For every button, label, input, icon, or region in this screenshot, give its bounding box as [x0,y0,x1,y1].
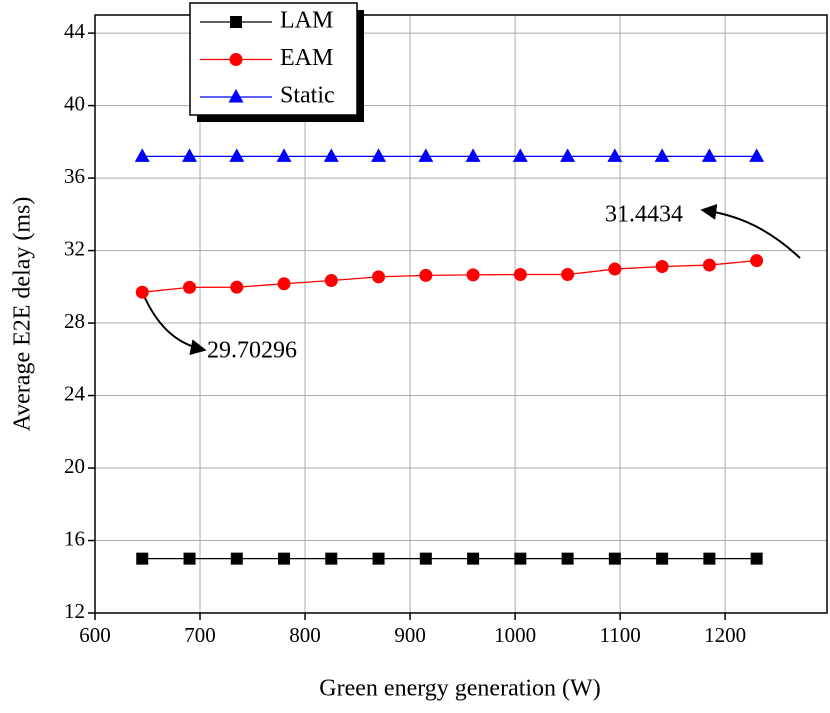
marker [750,254,764,268]
marker [561,267,575,281]
x-axis-label: Green energy generation (W) [319,676,600,702]
y-tick-label: 36 [64,164,85,188]
marker [135,285,149,299]
y-tick-label: 20 [64,454,85,478]
marker [750,552,763,565]
marker [323,148,339,162]
marker [465,148,481,162]
x-tick-label: 1000 [494,623,536,647]
annotation-arrow [700,203,801,259]
annotation: 31.4434 [605,202,683,228]
x-tick-label: 900 [394,623,426,647]
marker [467,552,480,565]
marker [513,267,527,281]
legend-label: LAM [280,8,333,34]
x-tick-label: 800 [289,623,321,647]
marker [230,280,244,294]
marker [702,258,716,272]
y-tick-label: 40 [64,91,85,115]
annotation: 29.70296 [207,338,297,364]
x-tick-label: 700 [184,623,216,647]
marker [230,16,242,28]
marker [278,552,291,565]
marker [560,148,576,162]
annotation-arrow [144,297,207,356]
y-tick-label: 32 [64,236,85,260]
marker [512,148,528,162]
marker [703,552,716,565]
y-tick-label: 24 [64,381,86,405]
x-tick-label: 1200 [704,623,746,647]
marker [325,552,338,565]
series-line [142,260,757,293]
y-axis-label: Average E2E delay (ms) [10,197,36,432]
marker [230,552,243,565]
marker [654,148,670,162]
marker [276,148,292,162]
y-tick-label: 12 [64,599,85,623]
marker [372,552,385,565]
marker [228,89,244,103]
marker [656,552,669,565]
marker [701,148,717,162]
y-tick-label: 28 [64,309,85,333]
marker [608,262,622,276]
marker [183,280,197,294]
marker [608,552,621,565]
marker [182,148,198,162]
marker [229,53,243,66]
marker [136,552,149,565]
marker [229,148,245,162]
marker [466,268,480,282]
legend-label: EAM [280,45,333,71]
marker [183,552,196,565]
y-tick-label: 44 [64,19,86,43]
marker [607,148,623,162]
marker [418,148,434,162]
x-tick-label: 600 [79,623,111,647]
marker [514,552,527,565]
marker [134,148,150,162]
marker [561,552,574,565]
marker [324,273,338,287]
marker [371,148,387,162]
marker [655,260,669,274]
marker [419,268,433,282]
marker [372,270,386,284]
marker [277,277,291,291]
plot-frame [94,14,828,614]
marker [749,148,765,162]
x-tick-label: 1100 [599,623,640,647]
legend-label: Static [280,83,335,109]
marker [419,552,432,565]
y-tick-label: 16 [64,526,85,550]
